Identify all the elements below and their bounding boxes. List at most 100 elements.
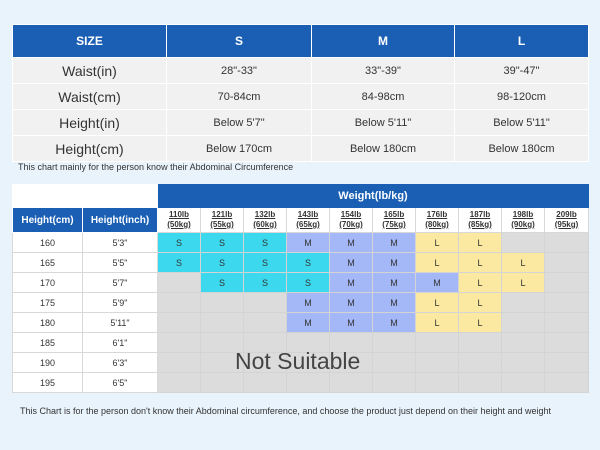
size-cell: [243, 332, 287, 353]
table-cell: Below 170cm: [166, 135, 312, 162]
size-cell: L: [458, 232, 502, 253]
size-cell: S: [157, 232, 201, 253]
table-cell: 33"-39": [311, 57, 455, 84]
weight-lb: 110lb: [168, 210, 189, 219]
weight-header-cell: 110lb (50kg): [157, 207, 201, 233]
height-inch-cell: 6'3": [82, 352, 158, 373]
size-cell: [243, 312, 287, 333]
height-inch-cell: 5'9": [82, 292, 158, 313]
table-row: 190 6'3": [12, 352, 589, 373]
size-cell: [200, 372, 244, 393]
height-cm-cell: 195: [12, 372, 83, 393]
size-cell: S: [200, 272, 244, 293]
table-cell: 39"-47": [454, 57, 589, 84]
weight-lb: 132lb: [254, 210, 276, 219]
size-m-header: M: [311, 24, 455, 58]
height-cm-cell: 180: [12, 312, 83, 333]
table-row: Waist(in) 28"-33" 33"-39" 39"-47": [12, 57, 589, 84]
size-cell: [157, 312, 201, 333]
row-label: Waist(in): [12, 57, 167, 84]
row-label: Height(cm): [12, 135, 167, 162]
size-cell: S: [243, 252, 287, 273]
size-cell: [243, 372, 287, 393]
row-label: Height(in): [12, 109, 167, 136]
size-cell: L: [458, 272, 502, 293]
size-cell: [544, 352, 589, 373]
size-cell: [415, 352, 459, 373]
size-cell: [501, 292, 545, 313]
size-cell: M: [329, 232, 373, 253]
height-cm-cell: 190: [12, 352, 83, 373]
size-cell: S: [157, 252, 201, 273]
weight-header-cell: 187lb (85kg): [458, 207, 502, 233]
height-inch-cell: 6'1": [82, 332, 158, 353]
size-cell: S: [243, 232, 287, 253]
weight-lb: 209lb: [556, 210, 577, 219]
weight-title-row: Weight(lb/kg): [12, 184, 589, 208]
size-cell: S: [243, 272, 287, 293]
size-l-header: L: [454, 24, 589, 58]
row-label: Waist(cm): [12, 83, 167, 110]
table-row: Height(cm) Below 170cm Below 180cm Below…: [12, 135, 589, 162]
size-cell: [372, 352, 416, 373]
weight-header-cell: 143lb (65kg): [286, 207, 330, 233]
size-table-header-row: SIZE S M L: [12, 24, 589, 58]
table-row: Waist(cm) 70-84cm 84-98cm 98-120cm: [12, 83, 589, 110]
size-cell: M: [286, 312, 330, 333]
size-cell: L: [415, 312, 459, 333]
height-inch-header: Height(inch): [82, 207, 158, 233]
size-table-note: This chart mainly for the person know th…: [18, 162, 294, 172]
height-inch-cell: 6'5": [82, 372, 158, 393]
size-cell: [329, 352, 373, 373]
size-cell: L: [458, 292, 502, 313]
size-cell: [458, 372, 502, 393]
height-cm-cell: 160: [12, 232, 83, 253]
size-cell: M: [329, 272, 373, 293]
table-cell: 28"-33": [166, 57, 312, 84]
weight-lb: 176lb: [426, 210, 448, 219]
weight-kg: (85kg): [468, 220, 492, 229]
size-cell: L: [501, 272, 545, 293]
weight-lb: 143lb: [297, 210, 319, 219]
size-cell: [544, 252, 589, 273]
height-cm-cell: 165: [12, 252, 83, 273]
size-header: SIZE: [12, 24, 167, 58]
height-inch-cell: 5'3": [82, 232, 158, 253]
size-cell: [200, 332, 244, 353]
height-inch-cell: 5'5": [82, 252, 158, 273]
size-cell: [243, 292, 287, 313]
weight-header-cell: 121lb (55kg): [200, 207, 244, 233]
weight-kg: (80kg): [425, 220, 449, 229]
size-cell: L: [458, 252, 502, 273]
weight-lb: 154lb: [340, 210, 362, 219]
size-cell: M: [372, 232, 416, 253]
size-cell: [544, 312, 589, 333]
size-cell: M: [372, 312, 416, 333]
size-cell: S: [286, 272, 330, 293]
size-table: SIZE S M L Waist(in) 28"-33" 33"-39" 39"…: [12, 24, 589, 162]
size-cell: S: [286, 252, 330, 273]
height-cm-cell: 175: [12, 292, 83, 313]
size-cell: M: [286, 292, 330, 313]
size-cell: L: [501, 252, 545, 273]
table-cell: Below 180cm: [454, 135, 589, 162]
size-cell: [157, 272, 201, 293]
size-cell: [157, 372, 201, 393]
table-cell: 70-84cm: [166, 83, 312, 110]
height-cm-cell: 185: [12, 332, 83, 353]
size-cell: [544, 272, 589, 293]
size-cell: M: [329, 252, 373, 273]
height-weight-table: Weight(lb/kg) Height(cm) Height(inch) 11…: [12, 184, 589, 393]
size-cell: [501, 232, 545, 253]
weight-lb: 165lb: [383, 210, 405, 219]
weight-kg: (70kg): [339, 220, 363, 229]
size-cell: L: [415, 232, 459, 253]
size-cell: [501, 352, 545, 373]
size-cell: [157, 292, 201, 313]
weight-header-cell: 198lb (90kg): [501, 207, 545, 233]
size-cell: [329, 372, 373, 393]
weight-header-cell: 165lb (75kg): [372, 207, 416, 233]
size-cell: [157, 352, 201, 373]
size-cell: M: [329, 292, 373, 313]
size-cell: L: [415, 252, 459, 273]
